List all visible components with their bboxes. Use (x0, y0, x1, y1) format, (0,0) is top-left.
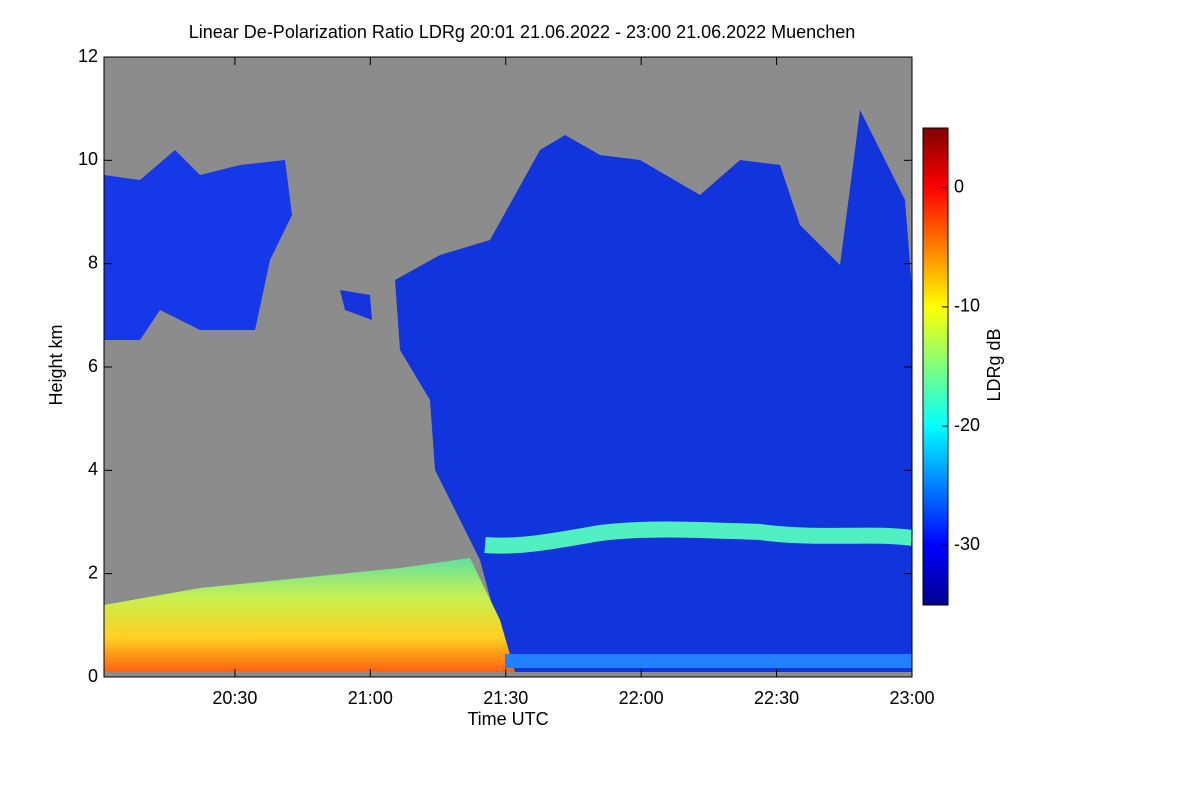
x-tick-label: 23:00 (889, 688, 934, 708)
x-axis-label: Time UTC (467, 709, 548, 729)
colorbar-tick-label: -10 (954, 296, 980, 316)
x-tick-label: 21:00 (348, 688, 393, 708)
y-tick-label: 10 (78, 149, 98, 169)
y-tick-label: 8 (88, 252, 98, 272)
heatmap-field (104, 110, 914, 672)
y-tick-label: 0 (88, 666, 98, 686)
aerosol-layer (104, 558, 515, 672)
y-axis-label: Height km (46, 324, 66, 405)
colorbar-label: LDRg dB (984, 328, 1004, 401)
x-tick-label: 22:30 (754, 688, 799, 708)
y-tick-label: 2 (88, 562, 98, 582)
colorbar-tick-label: -30 (954, 534, 980, 554)
cirrus-layer (340, 290, 372, 320)
colorbar-tick-label: 0 (954, 176, 964, 196)
x-tick-label: 20:30 (212, 688, 257, 708)
chart-title: Linear De-Polarization Ratio LDRg 20:01 … (189, 22, 855, 42)
y-tick-label: 4 (88, 459, 98, 479)
y-tick-label: 12 (78, 46, 98, 66)
surface-layer (505, 654, 912, 668)
x-tick-label: 22:00 (619, 688, 664, 708)
colorbar (922, 127, 949, 606)
cirrus-layer (104, 150, 292, 340)
cloud-band (484, 521, 914, 554)
x-tick-label: 21:30 (483, 688, 528, 708)
colorbar-tick-label: -20 (954, 415, 980, 435)
y-tick-label: 6 (88, 356, 98, 376)
